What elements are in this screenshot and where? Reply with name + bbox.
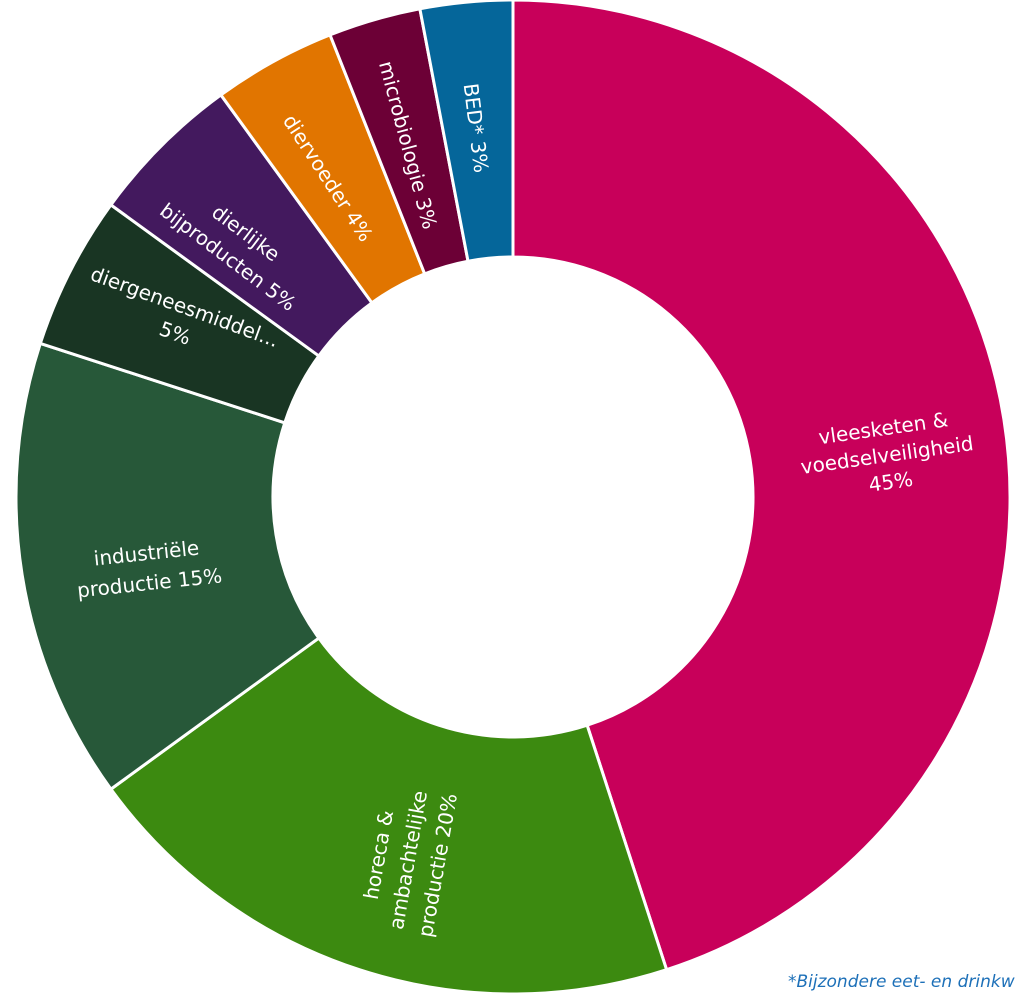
footnote: *Bijzondere eet- en drinkwaren [788, 972, 1015, 992]
slice-label-2: industriëleproductie 15% [73, 534, 223, 603]
slice-label-0: vleesketen &voedselveiligheid45% [795, 404, 978, 505]
donut-slice-7 [418, 0, 515, 264]
donut-hole [274, 258, 752, 736]
donut-slice-0 [511, 0, 1012, 972]
donut-slice-2 [14, 341, 321, 792]
donut-slice-1 [108, 635, 669, 995]
